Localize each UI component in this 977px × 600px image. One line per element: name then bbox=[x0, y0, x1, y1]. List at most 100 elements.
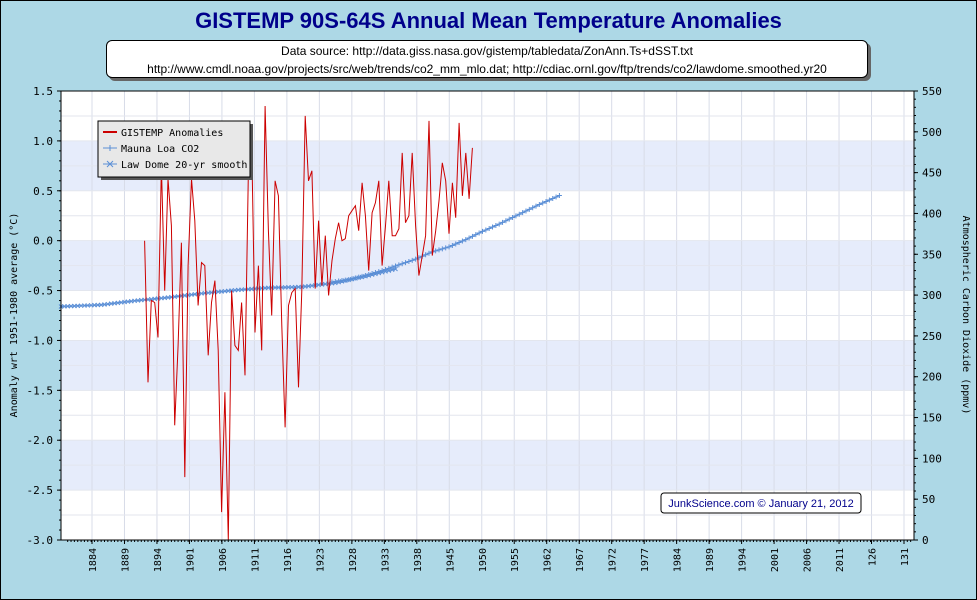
y2-tick-label: 450 bbox=[922, 167, 942, 180]
mauna-loa-point bbox=[426, 250, 432, 256]
x-tick-label: 1894 bbox=[153, 548, 164, 572]
mauna-loa-point bbox=[466, 235, 472, 241]
mauna-loa-point bbox=[473, 232, 479, 238]
x-tick-label: 1984 bbox=[673, 548, 684, 572]
x-tick-label: 1906 bbox=[218, 548, 229, 572]
legend-box bbox=[97, 120, 251, 178]
y2-tick-label: 300 bbox=[922, 289, 942, 302]
x-tick-label: 1955 bbox=[510, 548, 521, 572]
x-tick-label: 1889 bbox=[120, 548, 131, 572]
mauna-loa-point bbox=[396, 262, 402, 268]
mauna-loa-point bbox=[516, 211, 522, 217]
mauna-loa-point bbox=[369, 271, 375, 277]
y2-tick-label: 500 bbox=[922, 126, 942, 139]
mauna-loa-point bbox=[359, 273, 365, 279]
plot-border bbox=[60, 90, 915, 541]
x-tick-label: 1938 bbox=[413, 548, 424, 572]
y2-tick-label: 350 bbox=[922, 248, 942, 261]
mauna-loa-point bbox=[536, 201, 542, 207]
y-tick-label: -1.0 bbox=[27, 334, 54, 347]
y2-tick-label: 200 bbox=[922, 371, 942, 384]
mauna-loa-point bbox=[469, 233, 475, 239]
legend-item-law-dome-marker bbox=[106, 160, 114, 168]
y-tick-label: -0.5 bbox=[27, 285, 54, 298]
credit-box: JunkScience.com © January 21, 2012 bbox=[660, 492, 862, 514]
mauna-loa-point bbox=[433, 248, 439, 254]
y2-tick-label: 150 bbox=[922, 412, 942, 425]
legend-item-mauna-loa-label: Mauna Loa CO2 bbox=[121, 144, 199, 155]
mauna-loa-point bbox=[453, 241, 459, 247]
mauna-loa-point bbox=[436, 247, 442, 253]
x-tick-label: 1928 bbox=[348, 548, 359, 572]
x-tick-label: 126 bbox=[868, 548, 879, 566]
y2-tick-label: 550 bbox=[922, 85, 942, 98]
x-tick-label: 1884 bbox=[88, 548, 99, 572]
mauna-loa-point bbox=[523, 208, 529, 214]
y2-tick-label: 250 bbox=[922, 330, 942, 343]
x-tick-label: 1945 bbox=[445, 548, 456, 572]
axes bbox=[60, 90, 915, 541]
mauna-loa-point bbox=[449, 242, 455, 248]
source-line-1: Data source: http://data.giss.nasa.gov/g… bbox=[281, 44, 693, 58]
x-tick-label: 131 bbox=[900, 548, 911, 566]
mauna-loa-point bbox=[533, 203, 539, 209]
mauna-loa-point bbox=[393, 263, 399, 269]
x-tick-label: 1933 bbox=[380, 548, 391, 572]
mauna-loa-point bbox=[372, 270, 378, 276]
mauna-loa-point bbox=[459, 238, 465, 244]
mauna-loa-point bbox=[513, 213, 519, 219]
x-tick-label: 1967 bbox=[575, 548, 586, 572]
mauna-loa-point bbox=[409, 257, 415, 263]
y-tick-label: 1.0 bbox=[33, 135, 53, 148]
mauna-loa-point bbox=[439, 246, 445, 252]
x-tick-label: 2006 bbox=[803, 548, 814, 572]
mauna-loa-point bbox=[352, 275, 358, 281]
mauna-loa-point bbox=[479, 228, 485, 234]
mauna-loa-point bbox=[399, 261, 405, 267]
legend-item-mauna-loa-marker bbox=[107, 145, 113, 151]
mauna-loa-point bbox=[526, 206, 532, 212]
x-tick-label: 1977 bbox=[640, 548, 651, 572]
y2-tick-label: 0 bbox=[922, 534, 929, 547]
x-tick-label: 2011 bbox=[835, 548, 846, 572]
credit-text: JunkScience.com © January 21, 2012 bbox=[668, 498, 853, 510]
mauna-loa-point bbox=[520, 210, 526, 216]
mauna-loa-point bbox=[356, 274, 362, 280]
x-tick-label: 1962 bbox=[543, 548, 554, 572]
y-axis-ticks: 1.5 1.0 0.5 0.0 -0.5 -1.0 -1.5 -2.0 -2.5 -3.0 bbox=[27, 85, 61, 547]
x-axis-ticks: 1884 1889 1894 1901 1906 1911 1916 1923 1928 1933… bbox=[67, 540, 912, 572]
mauna-loa-point bbox=[413, 256, 419, 262]
x-tick-label: 1994 bbox=[738, 548, 749, 572]
x-tick-label: 1916 bbox=[283, 548, 294, 572]
mauna-loa-point bbox=[349, 276, 355, 282]
y2-tick-label: 50 bbox=[922, 493, 935, 506]
x-tick-label: 1972 bbox=[608, 548, 619, 572]
mauna-loa-point bbox=[346, 277, 352, 283]
mauna-loa-point bbox=[556, 192, 562, 198]
mauna-loa-point bbox=[423, 252, 429, 258]
mauna-loa-point bbox=[446, 244, 452, 250]
y-tick-label: -3.0 bbox=[27, 534, 54, 547]
legend: GISTEMP Anomalies Mauna Loa CO2 Law Dome 2… bbox=[97, 120, 253, 180]
mauna-loa-point bbox=[443, 245, 449, 251]
chart-title: GISTEMP 90S-64S Annual Mean Temperature … bbox=[195, 8, 782, 33]
mauna-loa-point bbox=[540, 200, 546, 206]
y2-tick-label: 400 bbox=[922, 207, 942, 220]
mauna-loa-point bbox=[543, 198, 549, 204]
co2-series bbox=[58, 192, 562, 309]
mauna-loa-point bbox=[510, 215, 516, 221]
mauna-loa-point bbox=[379, 268, 385, 274]
mauna-loa-point bbox=[476, 230, 482, 236]
y-tick-label: 0.5 bbox=[33, 185, 53, 198]
x-tick-label: 1901 bbox=[185, 548, 196, 572]
mauna-loa-point bbox=[500, 219, 506, 225]
y2-axis-label: Atmospheric Carbon Dioxide (ppmv) bbox=[960, 216, 971, 415]
mauna-loa-point bbox=[386, 265, 392, 271]
mauna-loa-point bbox=[490, 224, 496, 230]
data-source-box: Data source: http://data.giss.nasa.gov/g… bbox=[106, 40, 868, 78]
mauna-loa-point bbox=[546, 197, 552, 203]
mauna-loa-point bbox=[362, 272, 368, 278]
mauna-loa-point bbox=[483, 227, 489, 233]
y-tick-label: -1.5 bbox=[27, 384, 54, 397]
